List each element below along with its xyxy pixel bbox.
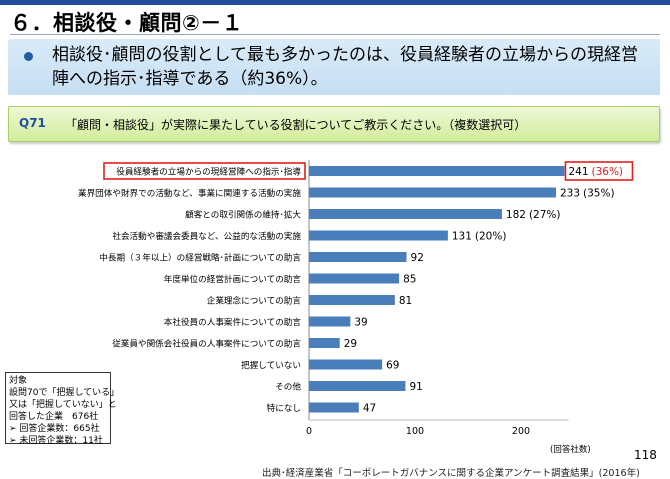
page-number: 118 <box>634 448 657 462</box>
category-label: 役員経験者の立場からの現経営陣への指示･指導 <box>116 166 301 178</box>
category-label: 年度単位の経営計画についての助言 <box>164 273 302 285</box>
data-label: 182 (27%) <box>506 209 561 221</box>
category-label: 企業理念についての助言 <box>207 295 302 307</box>
category-label: その他 <box>275 381 301 393</box>
category-label: 顧客との取引関係の維持･拡大 <box>185 209 301 221</box>
question-number: Q71 <box>19 116 46 130</box>
target-note-line: 対象 <box>9 376 28 386</box>
bar <box>309 166 565 176</box>
bar <box>309 381 406 391</box>
highlight-frame-category <box>103 162 306 180</box>
data-label: 85 <box>403 274 416 286</box>
x-tick-label: 100 <box>406 426 424 437</box>
bar <box>309 273 400 284</box>
bar <box>309 187 556 198</box>
data-label-value: 47 <box>363 403 376 415</box>
data-label: 241 (36%) <box>568 166 623 178</box>
target-note-line: ➢ 回答企業数：665社 <box>9 424 100 434</box>
source-note: 出典･経済産業省「コーポレートガバナンスに関する企業アンケート調査結果」(201… <box>262 468 640 479</box>
x-tick-label: 0 <box>306 426 312 437</box>
bar <box>309 402 359 413</box>
category-label: 本社役員の人事案件についての助言 <box>164 316 302 328</box>
target-note-line: 又は「把握していない」と <box>9 400 117 410</box>
data-label-value: 81 <box>399 295 412 307</box>
x-tick-label: 200 <box>512 426 530 437</box>
data-label-percent: (35%) <box>583 188 615 200</box>
category-label: 業界団体や財界での活動など、事業に関連する活動の実施 <box>78 187 301 199</box>
target-note-line: 回答した企業 676社 <box>9 412 99 422</box>
data-label: 47 <box>363 403 376 415</box>
data-label: 69 <box>386 360 399 372</box>
title-divider <box>10 34 660 35</box>
bar <box>309 338 340 348</box>
data-label-value: 92 <box>411 252 424 264</box>
bar <box>309 316 351 327</box>
summary-box: 相談役･顧問の役割として最も多かったのは、役員経験者の立場からの現経営陣への指示… <box>8 39 660 95</box>
data-label: 92 <box>411 252 424 264</box>
data-label: 131 (20%) <box>452 231 507 243</box>
data-label-percent: (20%) <box>475 231 507 243</box>
data-label-percent: (27%) <box>529 209 561 221</box>
summary-text: 相談役･顧問の役割として最も多かったのは、役員経験者の立場からの現経営陣への指示… <box>52 45 638 89</box>
target-note-box: 対象 設問70で「把握している」 又は「把握していない」と 回答した企業 676… <box>5 372 120 446</box>
data-label: 39 <box>354 317 367 329</box>
data-label-value: 29 <box>344 338 357 350</box>
data-label-percent: (36%) <box>592 166 624 178</box>
category-label: 従業員や関係会社役員の人事案件についての助言 <box>112 338 301 350</box>
data-label-value: 85 <box>403 274 416 286</box>
category-label: 社会活動や審議会委員など、公益的な活動の実施 <box>112 230 301 242</box>
x-axis-label: (回答社数) <box>550 444 591 455</box>
data-label-value: 131 <box>452 231 472 243</box>
top-accent-bar <box>0 0 670 5</box>
page-title: ６．相談役・顧問②－１ <box>10 11 244 35</box>
bar <box>309 230 448 241</box>
bar <box>309 295 395 305</box>
data-label: 233 (35%) <box>560 188 615 200</box>
bar <box>309 209 502 219</box>
bar <box>309 359 383 370</box>
category-label: 特になし <box>267 402 301 414</box>
question-text: 「顧問・相談役」が実際に果たしている役割についてご教示ください。（複数選択可） <box>65 118 527 132</box>
data-label-value: 241 <box>568 166 588 178</box>
data-label-value: 182 <box>506 209 526 221</box>
data-label: 91 <box>409 381 422 393</box>
bar <box>309 252 407 262</box>
highlight-frame-value <box>564 161 634 181</box>
target-note-line: ➢ 未回答企業数：11社 <box>9 436 103 446</box>
data-label-value: 233 <box>560 188 580 200</box>
category-label: 中長期（３年以上）の経営戦略･計画についての助言 <box>99 252 301 264</box>
data-label-value: 69 <box>386 360 399 372</box>
bullet-icon <box>24 52 33 61</box>
data-label-value: 39 <box>354 317 367 329</box>
question-box: Q71 「顧問・相談役」が実際に果たしている役割についてご教示ください。（複数選… <box>8 106 660 142</box>
target-note-line: 設問70で「把握している」 <box>9 388 120 398</box>
data-label-value: 91 <box>409 381 422 393</box>
data-label: 29 <box>344 338 357 350</box>
data-label: 81 <box>399 295 412 307</box>
category-label: 把握していない <box>241 359 301 371</box>
